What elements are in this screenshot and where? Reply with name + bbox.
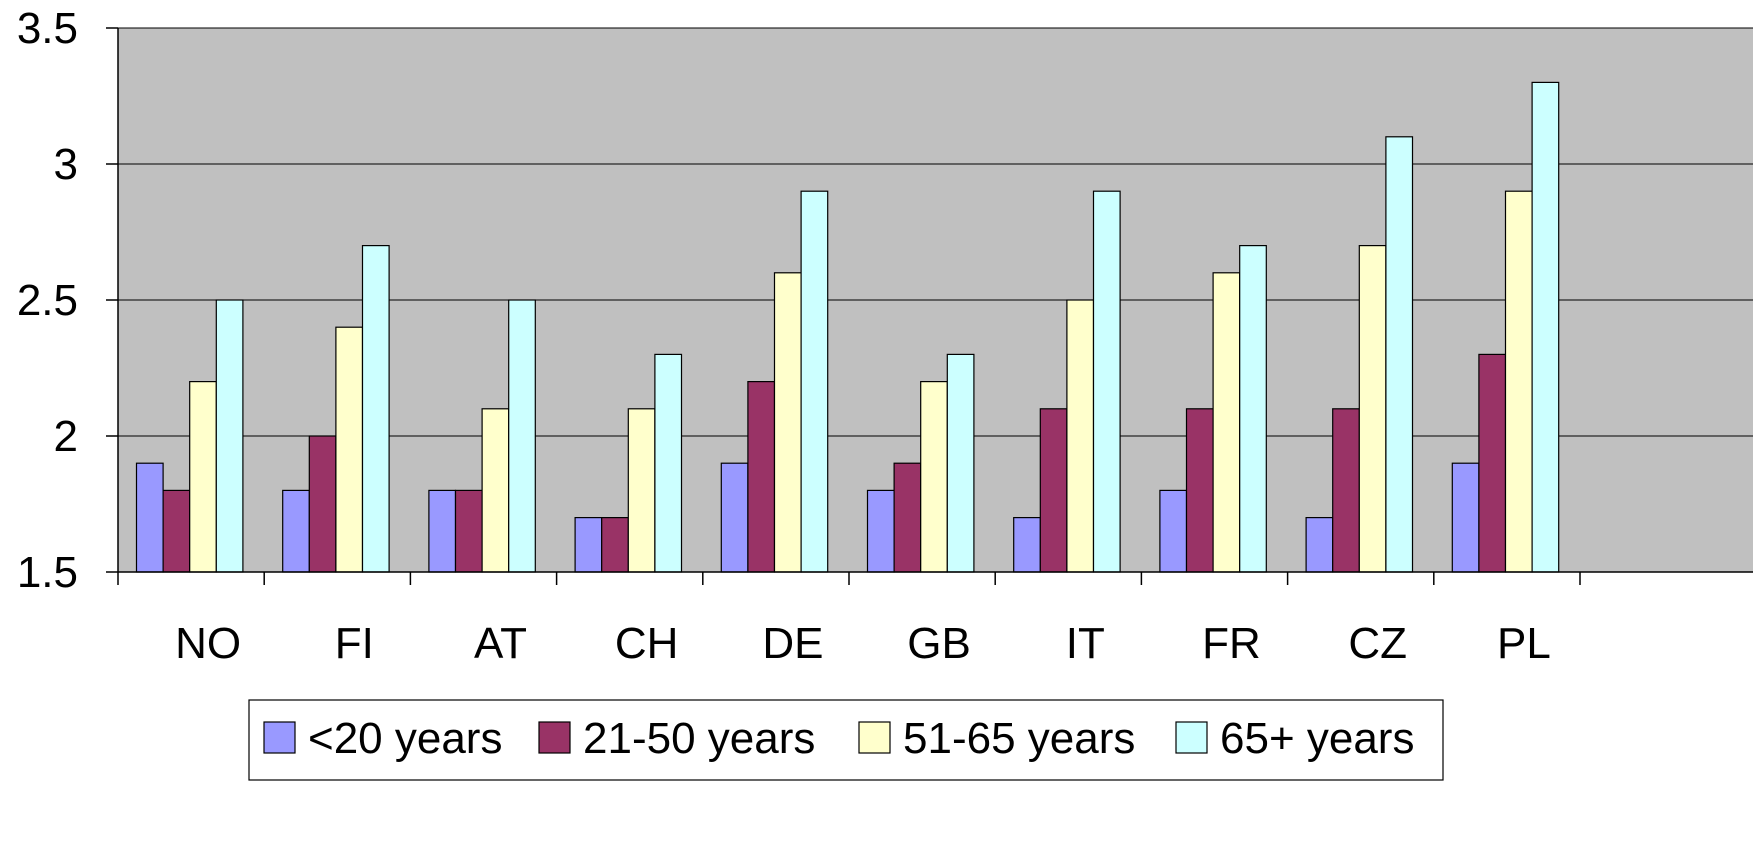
bar-no-series-3 [189,381,217,573]
bar-de-series-4 [800,190,829,573]
bar-fi-series-4 [361,245,390,573]
bar-cz-series-3 [1358,245,1387,573]
bar-fr-series-1 [1159,489,1188,573]
bar-de-series-2 [747,381,776,573]
bars [135,81,1560,573]
legend-swatch [538,721,571,754]
x-tick-label: FR [1202,619,1261,668]
legend-swatch [263,721,296,754]
bar-fr-series-3 [1212,272,1241,573]
x-tick-label: AT [474,619,527,668]
legend-label: 65+ years [1220,714,1414,763]
bar-de-series-3 [773,272,802,573]
bar-it-series-3 [1066,299,1095,573]
bar-at-series-2 [454,489,483,573]
legend: <20 years 21-50 years 51-65 years 65+ years [248,699,1444,781]
legend-label: <20 years [308,714,502,763]
bar-fr-series-2 [1185,408,1214,573]
legend-label: 21-50 years [583,714,815,763]
bar-at-series-4 [508,299,536,573]
bar-gb-series-1 [866,489,895,573]
bar-gb-series-3 [920,381,948,573]
bar-fi-series-3 [335,326,364,573]
x-tick-label: NO [175,619,241,668]
legend-label: 51-65 years [903,714,1135,763]
x-tick-label: PL [1497,619,1551,668]
bar-ch-series-2 [601,516,629,573]
y-axis: 1.5 2 2.5 3 3.5 [17,4,119,597]
bar-ch-series-1 [574,516,603,573]
bar-ch-series-3 [627,408,656,573]
bar-gb-series-2 [893,462,922,573]
bar-no-series-2 [162,489,191,573]
bar-de-series-1 [720,462,749,573]
bar-fi-series-1 [282,489,310,573]
x-tick-label: CH [615,619,679,668]
bar-it-series-1 [1013,516,1041,573]
bar-cz-series-1 [1305,516,1334,573]
legend-box [248,699,1444,781]
x-tick-label: IT [1066,619,1105,668]
legend-swatch [858,721,891,754]
bar-at-series-1 [428,489,457,573]
x-tick-label: DE [762,619,823,668]
bar-pl-series-2 [1478,353,1507,573]
bar-it-series-4 [1092,190,1121,573]
y-tick-label: 3 [54,140,78,189]
y-tick-label: 2.5 [17,276,78,325]
x-axis: NO FI AT CH DE GB IT FR CZ PL [117,571,1753,668]
bar-no-series-4 [215,299,244,573]
bar-it-series-2 [1039,408,1068,573]
bar-pl-series-1 [1451,462,1480,573]
bar-pl-series-3 [1504,190,1533,573]
legend-swatch [1175,721,1208,754]
x-tick-label: FI [335,619,374,668]
x-tick-label: GB [907,619,971,668]
x-tick-label: CZ [1348,619,1407,668]
bar-cz-series-4 [1385,136,1414,573]
bar-ch-series-4 [654,353,683,573]
bar-cz-series-2 [1332,408,1360,573]
y-tick-label: 3.5 [17,4,78,53]
bar-no-series-1 [135,462,164,573]
y-tick-label: 2 [54,412,78,461]
bar-pl-series-4 [1531,81,1560,573]
bar-fi-series-2 [308,435,337,573]
bar-fr-series-4 [1239,245,1267,573]
bar-at-series-3 [481,408,510,573]
bar-gb-series-4 [946,353,975,573]
y-tick-label: 1.5 [17,548,78,597]
